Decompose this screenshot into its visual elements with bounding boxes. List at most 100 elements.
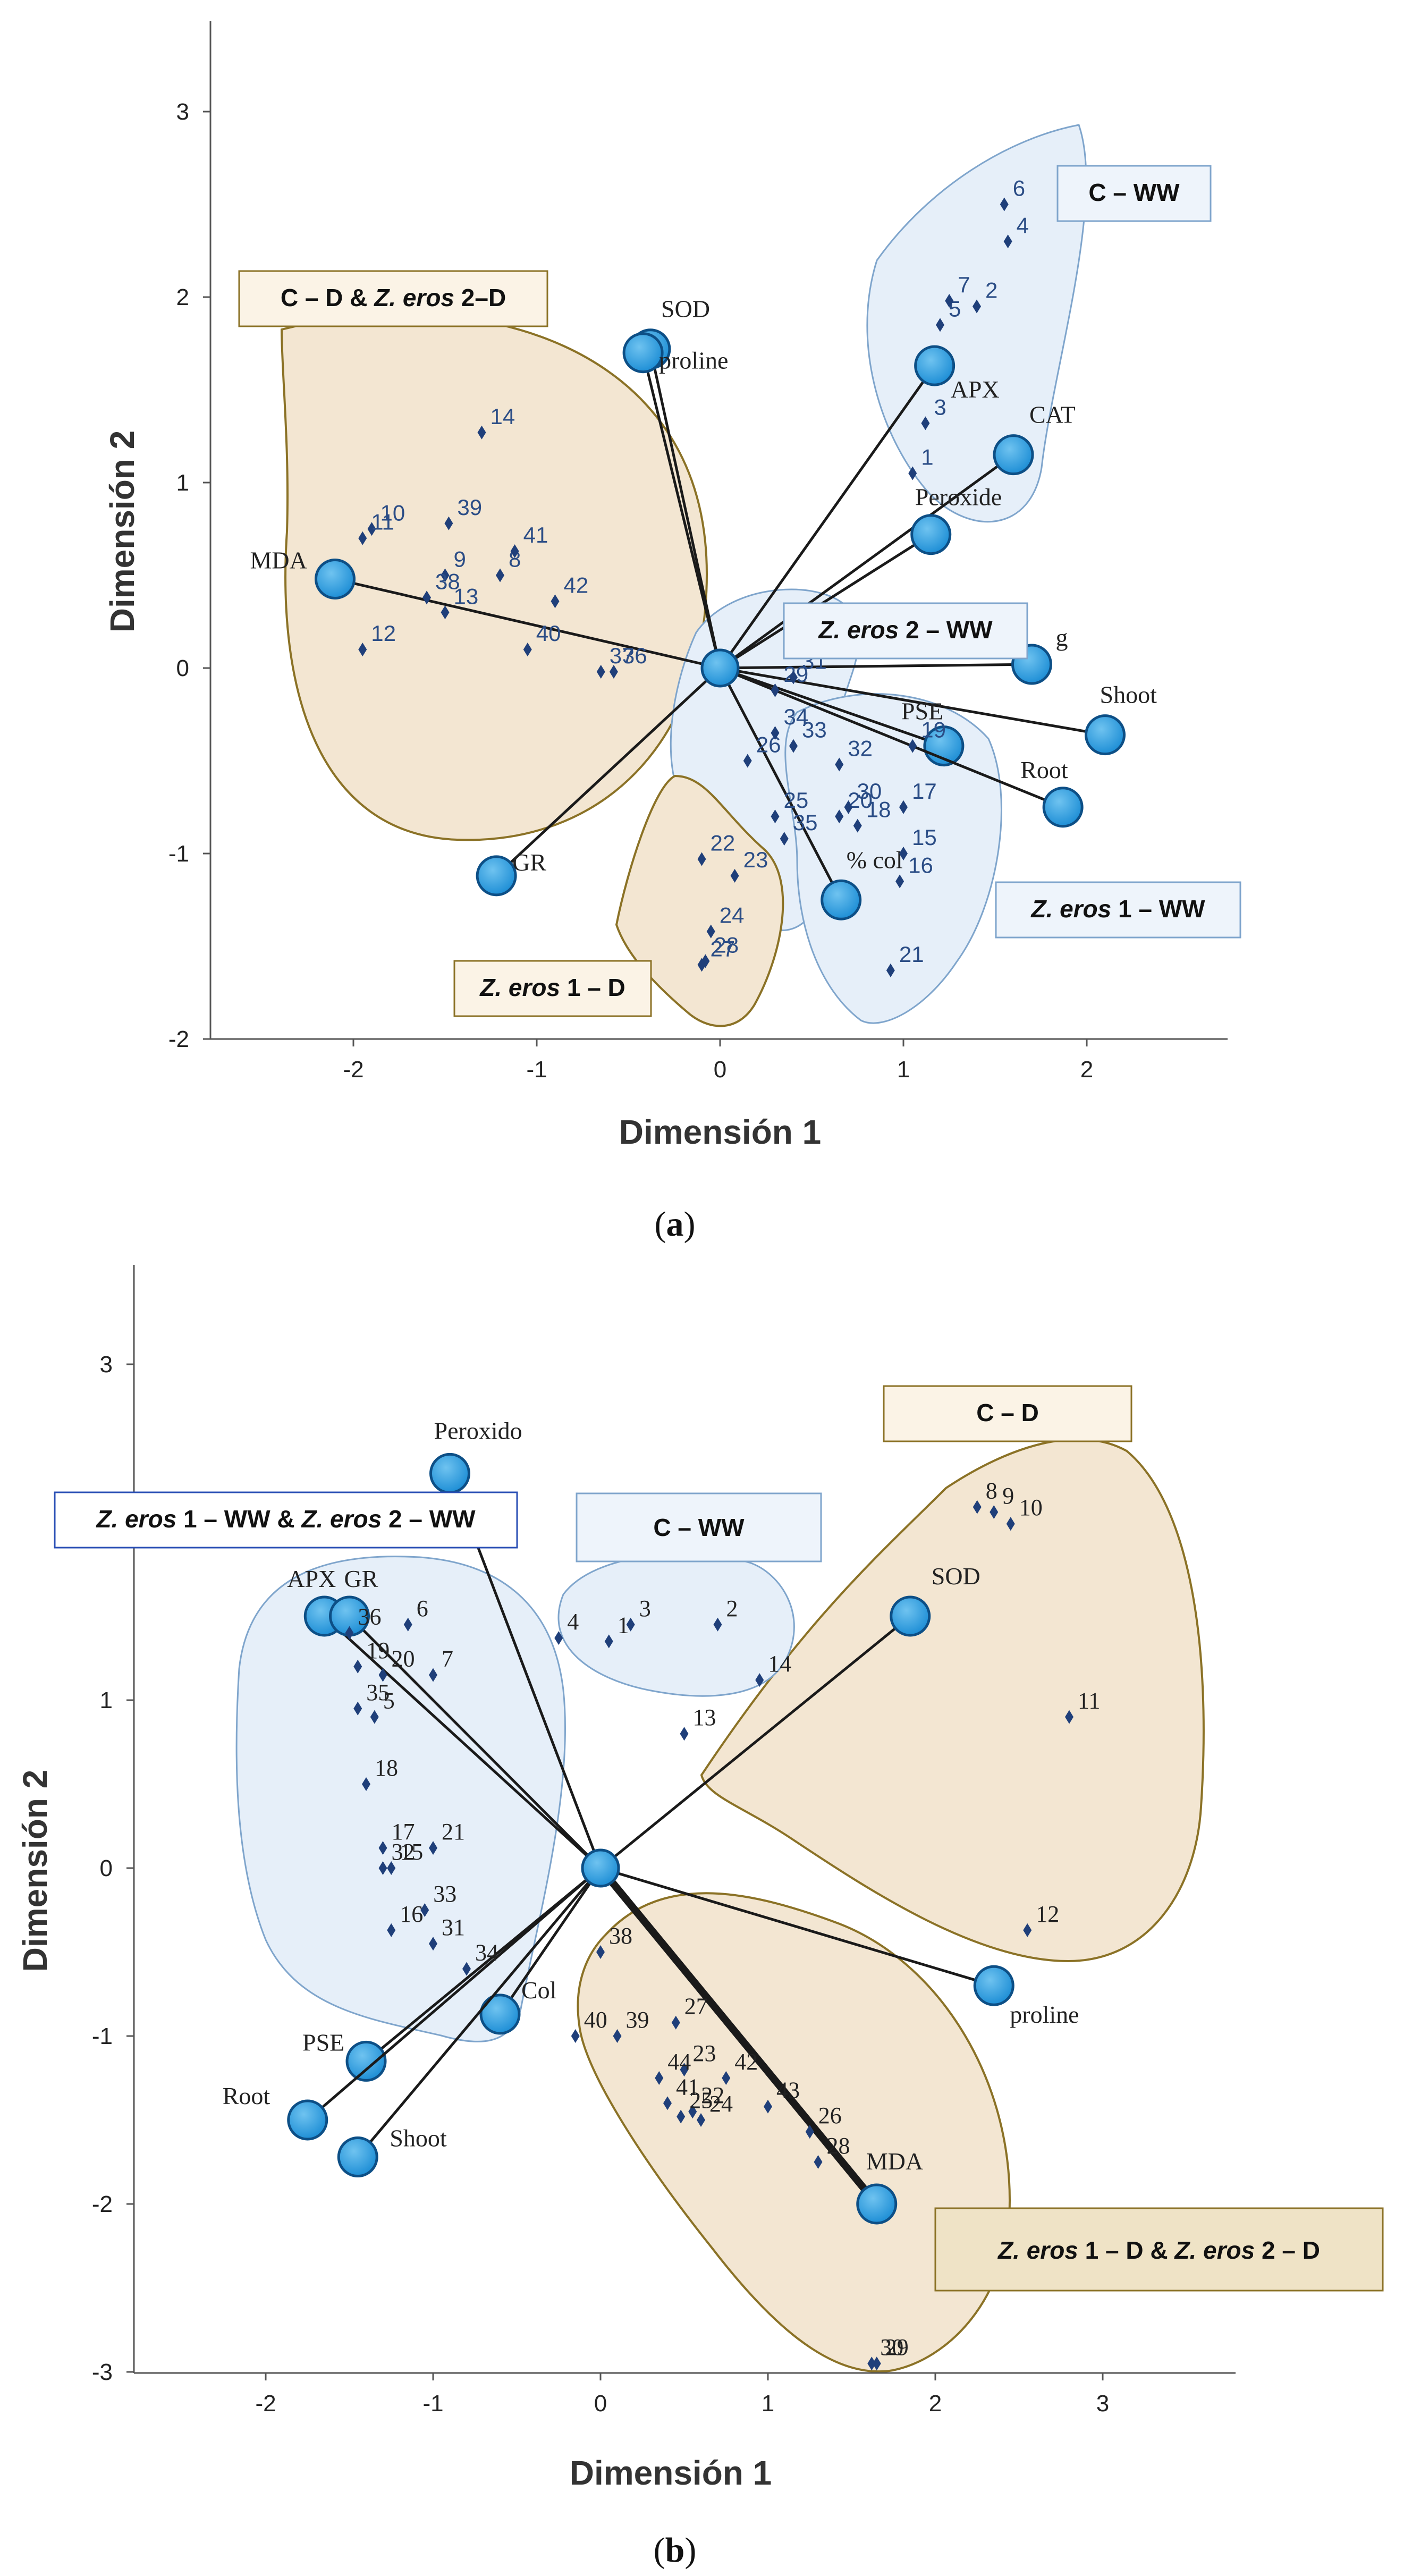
point-marker-a-38	[422, 590, 431, 605]
point-label-a-24: 24	[720, 903, 745, 928]
point-marker-b-38	[596, 1945, 605, 1959]
vector-label-pse: PSE	[302, 2029, 344, 2056]
x-axis-label-a: Dimensión 1	[619, 1113, 822, 1151]
point-label-a-13: 13	[454, 584, 479, 609]
point-marker-b-15	[387, 1861, 396, 1875]
point-label-a-2: 2	[985, 277, 997, 302]
vector-marker-peroxido	[429, 1452, 470, 1494]
vector-label-g: g	[1056, 624, 1068, 651]
point-marker-a-37	[596, 664, 605, 679]
point-marker-b-14	[755, 1673, 764, 1687]
point-label-a-9: 9	[454, 547, 466, 572]
point-label-a-37: 37	[610, 643, 635, 668]
vector-marker-gr	[476, 855, 517, 897]
point-label-a-15: 15	[912, 825, 937, 850]
vector-marker-shoot	[337, 2136, 378, 2178]
vector-line-sod	[649, 349, 722, 669]
point-label-a-11: 11	[371, 510, 394, 535]
point-label-a-22: 22	[711, 830, 735, 855]
point-label-a-27: 27	[711, 936, 735, 961]
x-tick-label: 1	[897, 1057, 910, 1083]
vector-marker-proline	[622, 332, 664, 374]
point-marker-a-2	[973, 299, 981, 314]
group-text-c-ww: C – WW	[1088, 179, 1180, 206]
point-marker-b-8	[973, 1500, 982, 1514]
x-tick-label: -1	[526, 1057, 547, 1083]
group-label-c-ww: C – WW	[1056, 165, 1212, 222]
vector-line-apx	[323, 1615, 602, 1869]
point-marker-b-32	[378, 1861, 387, 1875]
point-label-b-32: 32	[392, 1839, 415, 1865]
point-marker-a-25	[771, 809, 780, 824]
point-label-b-4: 4	[567, 1609, 579, 1635]
vector-label-apx: APX	[951, 376, 1000, 403]
point-marker-a-3	[921, 416, 930, 430]
vector-marker-root	[287, 2099, 328, 2141]
point-marker-b-24	[697, 2113, 705, 2127]
point-marker-b-39	[613, 2029, 622, 2043]
point-marker-a-24	[706, 924, 715, 939]
region-c-ww	[866, 124, 1087, 523]
point-label-b-39: 39	[626, 2007, 649, 2033]
point-label-a-12: 12	[371, 621, 396, 646]
y-tick-label: 3	[176, 99, 189, 125]
point-marker-a-36	[609, 664, 618, 679]
group-label-z-eros-ww-b: Z. eros 1 – WW & Z. eros 2 – WW	[54, 1491, 518, 1549]
caption-b: (b)	[654, 2531, 697, 2570]
point-marker-a-32	[835, 757, 844, 772]
y-tick-label: 1	[100, 1687, 113, 1713]
point-label-b-2: 2	[726, 1595, 738, 1621]
point-label-a-36: 36	[622, 643, 647, 668]
point-label-a-4: 4	[1017, 213, 1029, 238]
point-label-b-34: 34	[475, 1940, 498, 1966]
point-label-b-12: 12	[1036, 1901, 1059, 1927]
region-z-eros-1-d	[615, 774, 784, 1027]
x-tick-label: 2	[929, 2391, 942, 2417]
y-tick-label: 0	[176, 655, 189, 681]
point-marker-a-15	[899, 847, 908, 860]
point-label-b-3: 3	[639, 1595, 651, 1621]
vector-marker-mda	[315, 558, 356, 599]
point-marker-b-40	[571, 2029, 580, 2043]
origin-marker	[700, 648, 740, 688]
point-marker-a-23	[730, 868, 739, 883]
point-marker-a-18	[853, 818, 862, 833]
point-label-b-18: 18	[375, 1755, 398, 1781]
point-marker-b-27	[671, 2015, 680, 2030]
point-label-a-32: 32	[848, 736, 873, 761]
x-tick-label: -2	[343, 1057, 363, 1083]
point-label-a-10: 10	[381, 500, 405, 525]
group-text-z-eros-2-ww: Z. eros 2 – WW	[817, 616, 993, 644]
group-label-z-eros-1-ww: Z. eros 1 – WW	[995, 881, 1241, 939]
point-marker-a-5	[936, 318, 944, 332]
point-marker-b-18	[362, 1777, 370, 1791]
vector-line-proline	[600, 1866, 994, 1987]
point-label-b-11: 11	[1078, 1688, 1100, 1714]
point-label-a-33: 33	[802, 717, 827, 742]
vector-label-col: Col	[521, 1977, 556, 2004]
point-label-b-33: 33	[433, 1881, 456, 1907]
vector-label-mda: MDA	[866, 2148, 923, 2175]
group-text-c-d-b: C – D	[976, 1399, 1039, 1426]
vector-label-sod: SOD	[932, 1563, 980, 1590]
point-label-a-30: 30	[857, 779, 882, 804]
vector-label-proline: proline	[659, 347, 728, 374]
point-label-b-38: 38	[609, 1923, 632, 1949]
point-marker-a-11	[358, 531, 367, 545]
point-label-a-3: 3	[934, 394, 946, 419]
points-a: 1234567891011121314151617181920212223242…	[358, 176, 1029, 977]
vector-marker-apx	[914, 345, 956, 386]
point-label-a-39: 39	[457, 495, 482, 520]
vector-label-peroxide: Peroxide	[915, 484, 1002, 511]
vector-line-col	[718, 667, 842, 901]
point-marker-b-13	[680, 1727, 689, 1741]
point-marker-b-9	[990, 1505, 999, 1519]
vector-marker-sod	[890, 1595, 931, 1637]
point-marker-a-6	[1000, 197, 1009, 212]
point-label-a-23: 23	[743, 847, 768, 872]
point-label-b-42: 42	[734, 2049, 758, 2075]
vector-label-shoot: Shoot	[1100, 681, 1157, 708]
vector-label-apx: APX	[287, 1565, 336, 1592]
